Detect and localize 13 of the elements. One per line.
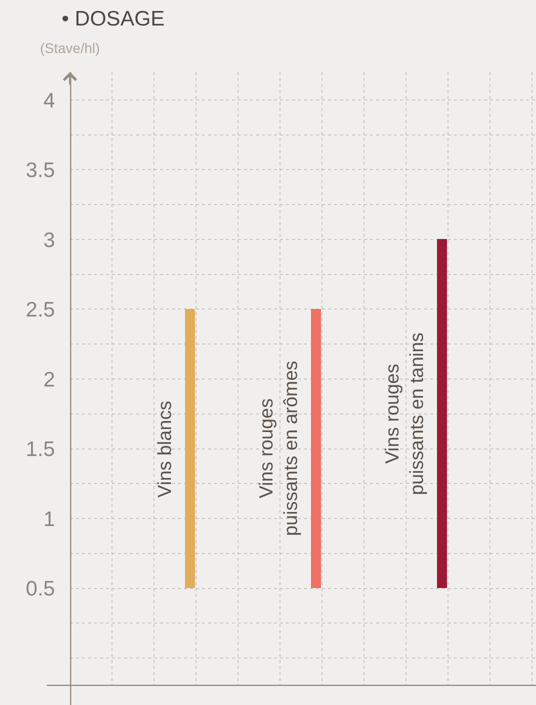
x-tick-label: Vins rouges puissants en arômes xyxy=(256,360,302,536)
x-tick-label: Vins rouges puissants en tanins xyxy=(382,332,428,496)
y-tick-label: 1 xyxy=(43,508,55,531)
y-tick-label: 2.5 xyxy=(26,298,55,322)
chart-title: • DOSAGE xyxy=(62,7,165,30)
y-tick-label: 3.5 xyxy=(26,159,55,182)
y-tick-label: 1.5 xyxy=(26,438,55,462)
y-tick-label: 4 xyxy=(43,89,56,112)
x-tick-label: Vins blancs xyxy=(155,400,176,498)
y-tick-label: 3 xyxy=(43,228,55,252)
y-tick-label: 0.5 xyxy=(26,578,55,601)
y-axis-title: (Stave/hl) xyxy=(40,40,100,56)
y-tick-label: 2 xyxy=(43,368,55,392)
